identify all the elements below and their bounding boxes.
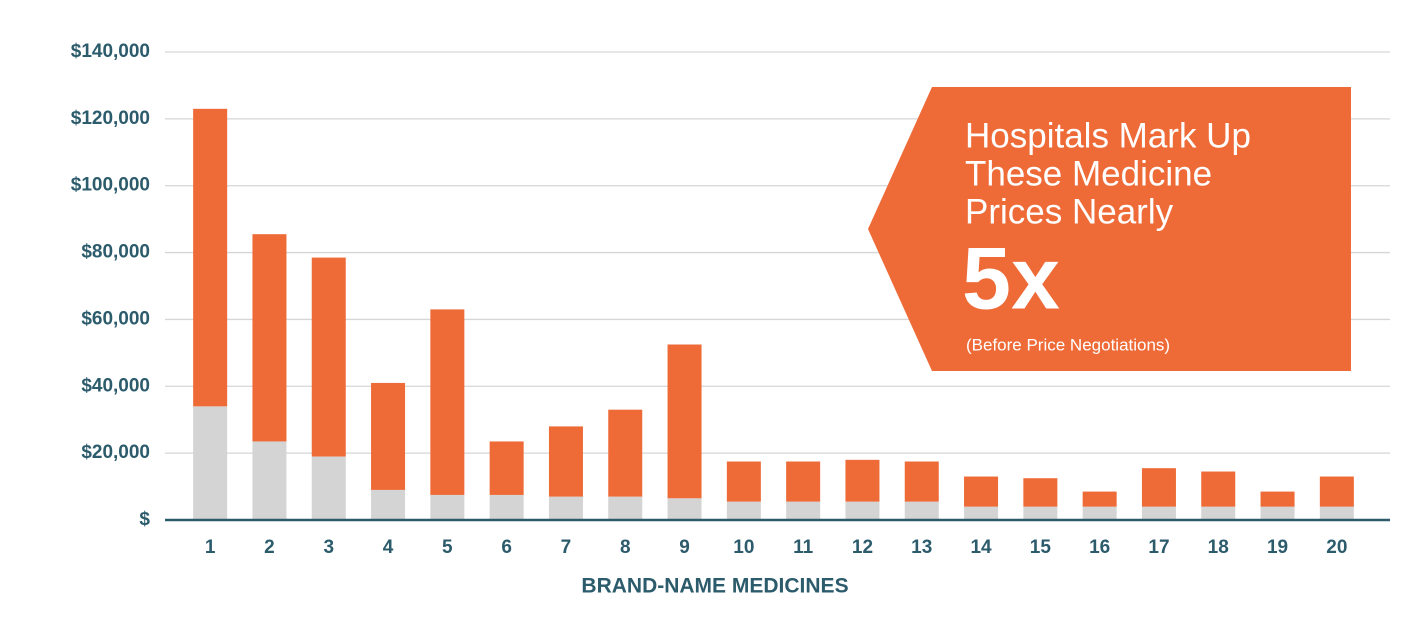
y-tick-label: $60,000 (81, 308, 150, 329)
x-tick-label: 10 (733, 537, 754, 558)
bar-segment (964, 476, 999, 507)
y-tick-label: $120,000 (71, 108, 150, 129)
bar-segment (252, 234, 287, 442)
bar-segment (548, 426, 583, 497)
y-tick-label: $80,000 (81, 242, 150, 263)
bar-segment (371, 489, 406, 520)
y-tick-label: $40,000 (81, 375, 150, 396)
bar-segment (1260, 506, 1295, 520)
bar-segment (1023, 506, 1058, 520)
y-tick-label: $ (139, 509, 150, 530)
bar-segment (252, 441, 287, 520)
x-tick-label: 14 (970, 537, 992, 558)
x-tick-label: 18 (1208, 537, 1229, 558)
bar-segment (1082, 491, 1117, 507)
callout-box (868, 87, 1351, 371)
x-tick-label: 2 (264, 537, 275, 558)
bar-segment (845, 459, 880, 502)
y-tick-label: $20,000 (81, 442, 150, 463)
bar-segment (904, 461, 939, 502)
bar-segment (667, 498, 702, 520)
bar-segment (193, 406, 228, 520)
x-tick-label: 8 (620, 537, 631, 558)
bar-segment (786, 501, 821, 520)
bar-segment (608, 409, 643, 497)
x-tick-label: 6 (501, 537, 512, 558)
bar-segment (1201, 506, 1236, 520)
x-tick-label: 9 (679, 537, 690, 558)
bar-segment (1260, 491, 1295, 507)
x-tick-label: 19 (1267, 537, 1288, 558)
callout-line: Prices Nearly (965, 192, 1174, 231)
callout-note: (Before Price Negotiations) (966, 335, 1170, 354)
x-tick-label: 20 (1326, 537, 1347, 558)
bar-segment (786, 461, 821, 502)
bar-segment (1141, 468, 1176, 507)
y-tick-label: $140,000 (71, 41, 150, 62)
callout-line: Hospitals Mark Up (965, 116, 1251, 155)
bar-segment (430, 309, 465, 495)
bar-segment (489, 494, 524, 520)
x-tick-label: 11 (793, 537, 814, 558)
bar-segment (1201, 471, 1236, 507)
x-tick-label: 15 (1030, 537, 1052, 558)
x-tick-label: 17 (1148, 537, 1169, 558)
x-axis-label: BRAND-NAME MEDICINES (581, 575, 848, 598)
bar-segment (845, 501, 880, 520)
bar-segment (548, 496, 583, 520)
bar-segment (371, 382, 406, 490)
callout-highlight: 5x (962, 228, 1060, 327)
bar-segment (430, 494, 465, 520)
y-tick-label: $100,000 (71, 175, 150, 196)
bar-segment (608, 496, 643, 520)
bar-segment (726, 501, 761, 520)
x-tick-label: 12 (852, 537, 873, 558)
bar-segment (904, 501, 939, 520)
callout-line: These Medicine (965, 154, 1212, 193)
bar-segment (489, 441, 524, 495)
bar-segment (964, 506, 999, 520)
bar-segment (1319, 476, 1354, 507)
x-tick-label: 4 (383, 537, 394, 558)
bar-segment (193, 108, 228, 407)
bar-segment (667, 344, 702, 499)
x-tick-label: 3 (323, 537, 334, 558)
x-tick-label: 1 (205, 537, 216, 558)
bar-segment (311, 456, 346, 520)
x-tick-label: 16 (1089, 537, 1110, 558)
bar-segment (1023, 478, 1058, 507)
x-tick-label: 13 (911, 537, 932, 558)
x-tick-label: 5 (442, 537, 453, 558)
x-tick-label: 7 (561, 537, 572, 558)
bar-segment (311, 257, 346, 457)
bar-segment (1319, 506, 1354, 520)
bar-segment (1141, 506, 1176, 520)
bar-segment (1082, 506, 1117, 520)
bar-segment (726, 461, 761, 502)
